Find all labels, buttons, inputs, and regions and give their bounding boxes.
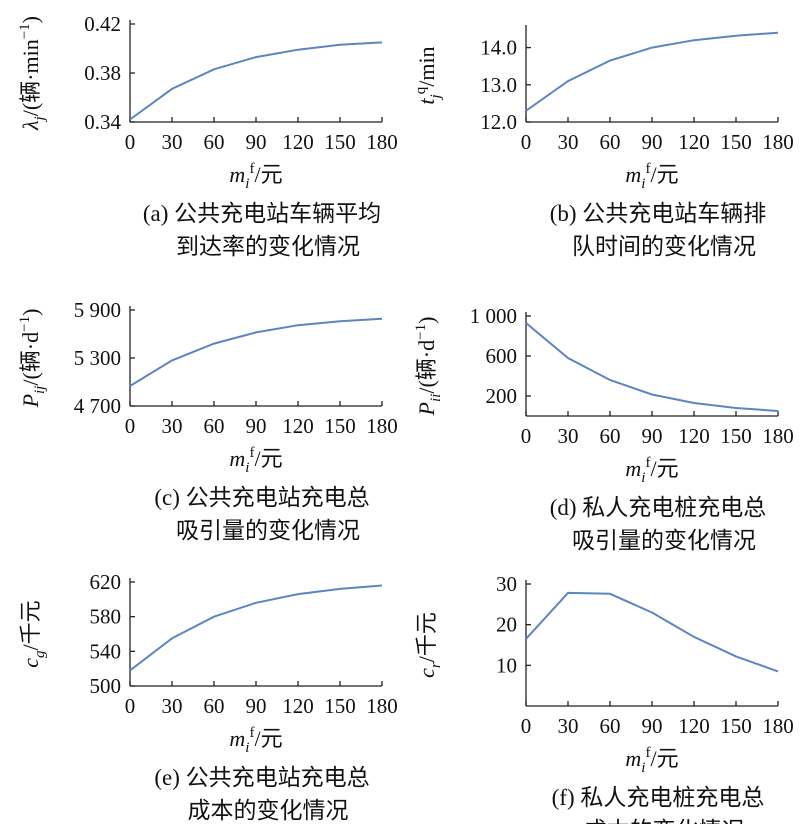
series-line-b [525,31,779,112]
x-tick-label: 150 [720,714,752,738]
series-line-d [525,322,779,412]
panel-caption-line: (b) 公共充电站车辆排 [550,201,767,226]
y-tick-label: 10 [496,653,517,677]
panel-caption-line: (a) 公共充电站车辆平均 [143,201,381,226]
y-tick-label: 1 000 [470,304,517,328]
chart-panel-f: 0 30 60 90 120 150 180 10 20 30 cr/千元 mif/元 (f) 私人充电… [414,572,794,824]
x-tick-label: 30 [162,694,183,718]
x-tick-label: 180 [366,130,398,154]
x-tick-label: 60 [204,414,225,438]
x-tick-label: 30 [558,424,579,448]
x-tick-label: 150 [324,694,356,718]
y-tick-label: 200 [486,384,518,408]
x-tick-label: 150 [324,414,356,438]
x-tick-label: 0 [521,714,532,738]
y-axis-label: cg/千元 [18,600,48,667]
x-tick-label: 120 [678,130,710,154]
y-axis-label: Pij/(辆·d−1) [17,309,48,409]
panel-caption-line: (c) 公共充电站充电总 [154,485,369,510]
panel-caption-line: 成本的变化情况 [584,818,745,824]
chart-panel-c: 0 30 60 90 120 150 180 4 700 5 300 5 900 Pij/(辆·d−… [17,298,398,543]
x-axis-label: mif/元 [229,161,282,192]
chart-panel-d: 0 30 60 90 120 150 180 200 600 1 000 Pii/(辆·d−1) mi… [413,304,794,553]
y-tick-label: 13.0 [480,73,517,97]
x-tick-label: 150 [720,424,752,448]
x-axis-label: mif/元 [625,161,678,192]
chart-panel-a: 0 30 60 90 120 150 180 0.34 0.38 0.42 λj/(辆·min−1)… [17,12,398,259]
chart-panel-e: 0 30 60 90 120 150 180 500 540 580 620 cg/千元 mif/元 (e… [18,570,398,823]
y-axis-label: tjq/min [413,46,444,104]
x-tick-label: 0 [125,414,136,438]
x-tick-label: 0 [521,424,532,448]
x-tick-label: 30 [558,130,579,154]
y-axis-label: cr/千元 [414,612,444,678]
x-axis-label: mif/元 [625,455,678,486]
panel-caption-line: 成本的变化情况 [188,798,349,823]
x-tick-label: 180 [366,694,398,718]
x-tick-label: 180 [762,424,794,448]
x-tick-label: 90 [246,694,267,718]
x-tick-label: 90 [642,130,663,154]
x-tick-label: 90 [642,714,663,738]
x-axis-label: mif/元 [229,725,282,756]
x-tick-label: 120 [282,130,314,154]
x-tick-label: 180 [366,414,398,438]
y-tick-label: 12.0 [480,110,517,134]
x-tick-label: 30 [162,414,183,438]
panel-caption-line: 吸引量的变化情况 [176,518,360,543]
x-tick-label: 60 [600,424,621,448]
y-tick-label: 5 900 [74,298,121,322]
x-tick-label: 30 [162,130,183,154]
panel-caption-line: 吸引量的变化情况 [572,528,756,553]
x-tick-label: 90 [642,424,663,448]
panel-caption-line: (d) 私人充电桩充电总 [550,495,767,520]
x-tick-label: 120 [282,414,314,438]
x-tick-label: 150 [324,130,356,154]
y-tick-label: 5 300 [74,346,121,370]
x-tick-label: 0 [125,694,136,718]
y-tick-label: 4 700 [74,394,121,418]
y-tick-label: 0.34 [84,110,121,134]
y-tick-label: 20 [496,613,517,637]
x-tick-label: 60 [600,714,621,738]
y-tick-label: 0.38 [84,61,121,85]
series-line-c [129,317,383,387]
y-tick-label: 30 [496,572,517,596]
x-tick-label: 120 [282,694,314,718]
x-tick-label: 120 [678,424,710,448]
y-tick-label: 500 [90,674,122,698]
series-line-e [129,584,383,672]
x-tick-label: 120 [678,714,710,738]
x-tick-label: 90 [246,414,267,438]
x-tick-label: 180 [762,714,794,738]
y-tick-label: 620 [90,570,122,594]
x-tick-label: 0 [521,130,532,154]
panel-caption-line: 到达率的变化情况 [176,234,360,259]
chart-panel-b: 0 30 60 90 120 150 180 12.0 13.0 14.0 tjq/min mif/元… [413,25,794,259]
x-tick-label: 60 [600,130,621,154]
x-tick-label: 0 [125,130,136,154]
y-axis-label: Pii/(辆·d−1) [413,317,444,417]
x-tick-label: 60 [204,130,225,154]
x-tick-label: 90 [246,130,267,154]
x-tick-label: 150 [720,130,752,154]
y-tick-label: 580 [90,605,122,629]
x-tick-label: 60 [204,694,225,718]
x-axis-label: mif/元 [229,445,282,476]
x-tick-label: 180 [762,130,794,154]
x-tick-label: 30 [558,714,579,738]
y-tick-label: 14.0 [480,36,517,60]
panel-caption-line: (e) 公共充电站充电总 [154,765,369,790]
y-tick-label: 0.42 [84,12,121,36]
y-axis-label: λj/(辆·min−1) [17,16,48,131]
x-axis-label: mif/元 [625,745,678,776]
y-tick-label: 540 [90,639,122,663]
series-line-a [129,41,383,121]
panel-caption-line: (f) 私人充电桩充电总 [552,785,765,810]
panel-caption-line: 队时间的变化情况 [572,234,756,259]
series-line-f [525,591,779,673]
y-tick-label: 600 [486,344,518,368]
